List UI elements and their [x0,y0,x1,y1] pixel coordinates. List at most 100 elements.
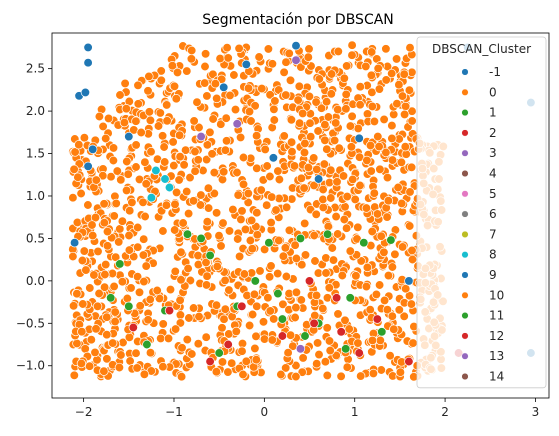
cluster-0-point [294,118,305,128]
data-point [106,293,116,303]
cluster-0-point [92,301,103,311]
cluster-0-point [252,208,262,218]
cluster-0-point [267,335,277,345]
legend-marker [461,88,469,96]
cluster-0-point [254,52,264,62]
cluster-0-point [176,372,187,382]
cluster-0-point [347,50,357,60]
cluster-0-point [399,69,409,79]
cluster-0-point [310,310,320,321]
cluster-0-point [101,133,111,144]
cluster-0-point [187,349,197,359]
cluster-0-point [342,362,352,372]
x-tick-label: 3 [532,405,540,419]
legend-marker [461,251,469,259]
data-point [237,301,247,311]
y-tick-label: −0.5 [16,316,45,330]
cluster-0-point [259,244,270,255]
cluster-0-point [216,241,226,251]
cluster-0-point [131,116,141,126]
cluster-0-point [309,230,319,241]
cluster-0-point [366,47,377,57]
cluster-0-point [134,174,145,185]
cluster-0-point [252,163,262,173]
cluster-0-point [160,157,170,167]
cluster-0-point [326,69,337,79]
cluster-0-point [93,246,103,257]
cluster-0-point [366,70,377,80]
cluster-0-point [318,202,328,213]
cluster-0-point [372,209,383,219]
y-tick-label: 2.0 [26,104,45,118]
cluster-0-point [269,314,279,324]
legend-box [416,36,547,389]
cluster-0-point [321,268,331,278]
cluster-0-point [214,231,224,241]
cluster-0-point [188,303,199,313]
data-point [69,238,80,248]
cluster-0-point [338,171,349,181]
cluster-0-point [178,218,188,228]
x-tick-label: 1 [351,405,359,419]
cluster-0-point [193,339,203,349]
cluster-0-point [94,111,105,122]
cluster-0-point [260,144,270,155]
data-point [304,276,315,286]
cluster-0-point [383,196,394,206]
cluster-0-point [333,104,343,115]
series-points [69,41,536,367]
cluster-0-point [406,162,417,172]
cluster-0-point [278,251,289,261]
cluster-0-point [194,311,204,322]
cluster-0-point [297,367,307,377]
cluster-0-point [353,123,363,134]
cluster-0-point [365,305,375,315]
cluster-0-point [133,80,143,90]
cluster-0-point [193,250,203,261]
legend-marker [461,291,469,299]
cluster-0-point [179,160,189,170]
cluster-0-point [165,284,176,295]
cluster-0-point [132,272,143,282]
cluster-0-point [143,315,153,325]
cluster-0-point [139,276,149,287]
cluster-0-point [219,314,229,324]
cluster-0-point [98,171,108,181]
cluster-0-point [400,101,411,111]
cluster-0-point [367,226,377,237]
cluster-0-point [257,83,267,94]
cluster-0-point [91,324,101,334]
cluster-0-point [69,370,79,380]
cluster-0-point [223,367,233,377]
cluster-0-point [156,75,166,85]
cluster-0-point [212,261,222,272]
cluster-0-point [367,101,377,112]
data-point [354,133,364,143]
cluster-0-point [108,155,119,166]
cluster-0-point [353,222,363,232]
cluster-0-point [109,281,119,292]
cluster-0-point [119,117,130,128]
data-point [404,276,414,286]
cluster-0-point [158,226,168,236]
cluster-0-point [306,132,316,142]
cluster-0-point [341,223,352,233]
cluster-0-point [250,101,260,111]
legend-label: 1 [489,106,497,120]
cluster-0-point [286,115,297,125]
data-point [322,229,333,239]
cluster-0-point [83,200,93,210]
cluster-0-point [244,320,255,331]
data-point [124,301,134,311]
legend-label: 4 [489,167,497,181]
cluster-0-point [182,186,192,197]
cluster-0-point [310,256,320,266]
cluster-0-point [399,109,410,120]
cluster-0-point [291,371,301,382]
data-point [223,339,233,350]
data-point [264,238,274,248]
cluster-0-point [391,54,402,64]
cluster-0-point [293,95,303,105]
